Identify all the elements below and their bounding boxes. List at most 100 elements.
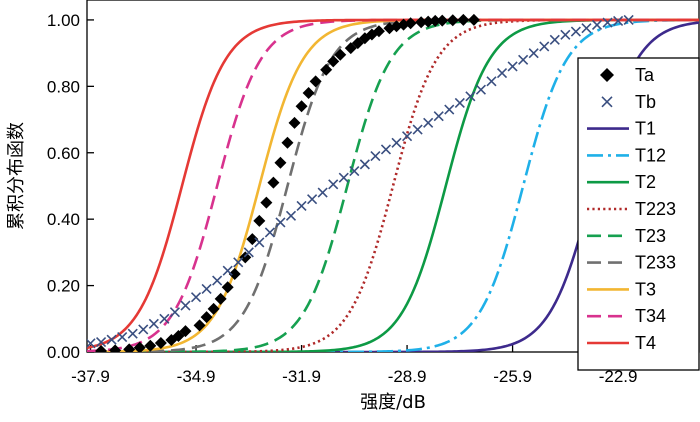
- tb-marker: [370, 151, 381, 162]
- tb-marker: [539, 41, 550, 52]
- ta-marker: [260, 196, 273, 209]
- ta-marker: [214, 292, 227, 305]
- ta-marker: [365, 28, 378, 41]
- axis-ticks: [87, 19, 619, 353]
- y-tick-label: 0.00: [47, 343, 80, 362]
- ta-marker: [154, 337, 167, 350]
- tb-marker: [454, 97, 465, 109]
- tb-marker: [96, 336, 107, 348]
- legend-label: Tb: [635, 92, 656, 112]
- ta-marker: [288, 116, 301, 129]
- tb-marker: [317, 187, 328, 198]
- legend-label: T12: [635, 145, 666, 165]
- ta-marker: [309, 75, 322, 88]
- tb-marker: [180, 300, 191, 311]
- legend-marker-tb: [601, 96, 613, 108]
- legend-label: T23: [635, 226, 666, 246]
- tb-marker: [349, 165, 360, 177]
- tb-marker: [159, 313, 170, 324]
- tb-marker: [602, 17, 613, 28]
- tb-marker: [212, 275, 223, 286]
- ta-marker: [295, 100, 308, 113]
- ta-marker: [200, 311, 213, 324]
- tb-marker: [380, 144, 392, 155]
- legend-label: T4: [635, 333, 656, 353]
- ta-marker: [415, 16, 428, 29]
- tb-marker: [328, 179, 339, 190]
- tb-marker: [507, 61, 518, 72]
- tb-marker: [591, 19, 603, 30]
- tb-marker: [264, 227, 275, 238]
- tb-marker: [148, 318, 159, 329]
- ta-marker: [344, 42, 357, 55]
- legend: Ta Tb T1 T12 T2 T223 T23 T233 T3 T34 T4: [577, 57, 700, 371]
- series-line-t4: [87, 18, 699, 350]
- ta-marker: [422, 15, 435, 28]
- ta-marker: [327, 55, 340, 68]
- ta-marker: [133, 341, 146, 352]
- tb-marker: [581, 23, 592, 34]
- tb-marker: [307, 194, 318, 205]
- x-tick-label: -28.9: [388, 367, 427, 386]
- tb-marker: [275, 217, 286, 228]
- x-tick-label: -22.9: [599, 367, 638, 386]
- ta-marker: [281, 136, 294, 149]
- legend-label: T223: [635, 199, 676, 219]
- ta-marker: [246, 233, 259, 246]
- cdf-markers: [87, 13, 634, 352]
- x-tick-labels: -37.9 -34.9 -31.9 -28.9 -25.9 -22.9: [71, 367, 637, 386]
- tb-marker: [296, 200, 307, 211]
- ta-marker: [109, 344, 122, 352]
- tb-marker: [423, 117, 434, 128]
- ta-marker: [179, 325, 192, 338]
- legend-label: T1: [635, 119, 656, 139]
- tb-marker: [518, 54, 529, 65]
- tb-marker: [613, 15, 624, 26]
- y-tick-labels: 0.00 0.20 0.40 0.60 0.80 1.00: [47, 11, 80, 362]
- legend-label: Ta: [635, 65, 655, 85]
- y-tick-label: 1.00: [47, 11, 80, 30]
- x-axis-title: 强度/dB: [360, 392, 426, 413]
- y-tick-label: 0.20: [47, 277, 80, 296]
- ta-marker: [123, 343, 136, 352]
- y-axis-title: 累积分布函数: [6, 122, 27, 230]
- y-tick-label: 0.80: [47, 77, 80, 96]
- ta-marker: [351, 37, 364, 50]
- legend-box: [577, 57, 700, 371]
- tb-marker: [623, 14, 634, 25]
- ta-marker: [404, 17, 417, 30]
- cdf-lines: [87, 18, 700, 352]
- tb-marker: [359, 159, 370, 170]
- ta-marker: [320, 63, 333, 76]
- tb-marker: [528, 48, 539, 59]
- ta-marker: [334, 48, 347, 61]
- ta-marker: [436, 14, 449, 27]
- ta-marker: [274, 156, 287, 169]
- tb-marker: [570, 26, 581, 37]
- tb-marker: [391, 137, 402, 148]
- tb-marker: [549, 34, 560, 45]
- tb-marker: [138, 324, 149, 335]
- ta-marker: [207, 302, 220, 315]
- ta-marker: [446, 14, 459, 27]
- tb-marker: [233, 257, 244, 268]
- ta-marker: [221, 281, 234, 294]
- x-tick-label: -34.9: [177, 367, 216, 386]
- ta-marker: [239, 251, 252, 264]
- tb-marker: [117, 331, 128, 343]
- y-tick-label: 0.60: [47, 144, 80, 163]
- tb-marker: [560, 29, 571, 40]
- tb-marker: [87, 338, 96, 349]
- ta-marker: [372, 25, 385, 38]
- x-tick-label: -37.9: [71, 367, 110, 386]
- tb-marker: [496, 67, 508, 79]
- tb-marker: [190, 292, 202, 303]
- y-tick-label: 0.40: [47, 210, 80, 229]
- ta-marker: [193, 319, 206, 332]
- ta-marker: [172, 330, 185, 343]
- tb-marker: [338, 172, 349, 183]
- tb-marker: [285, 210, 297, 221]
- tb-marker: [465, 91, 476, 102]
- legend-marker-ta: [600, 68, 614, 82]
